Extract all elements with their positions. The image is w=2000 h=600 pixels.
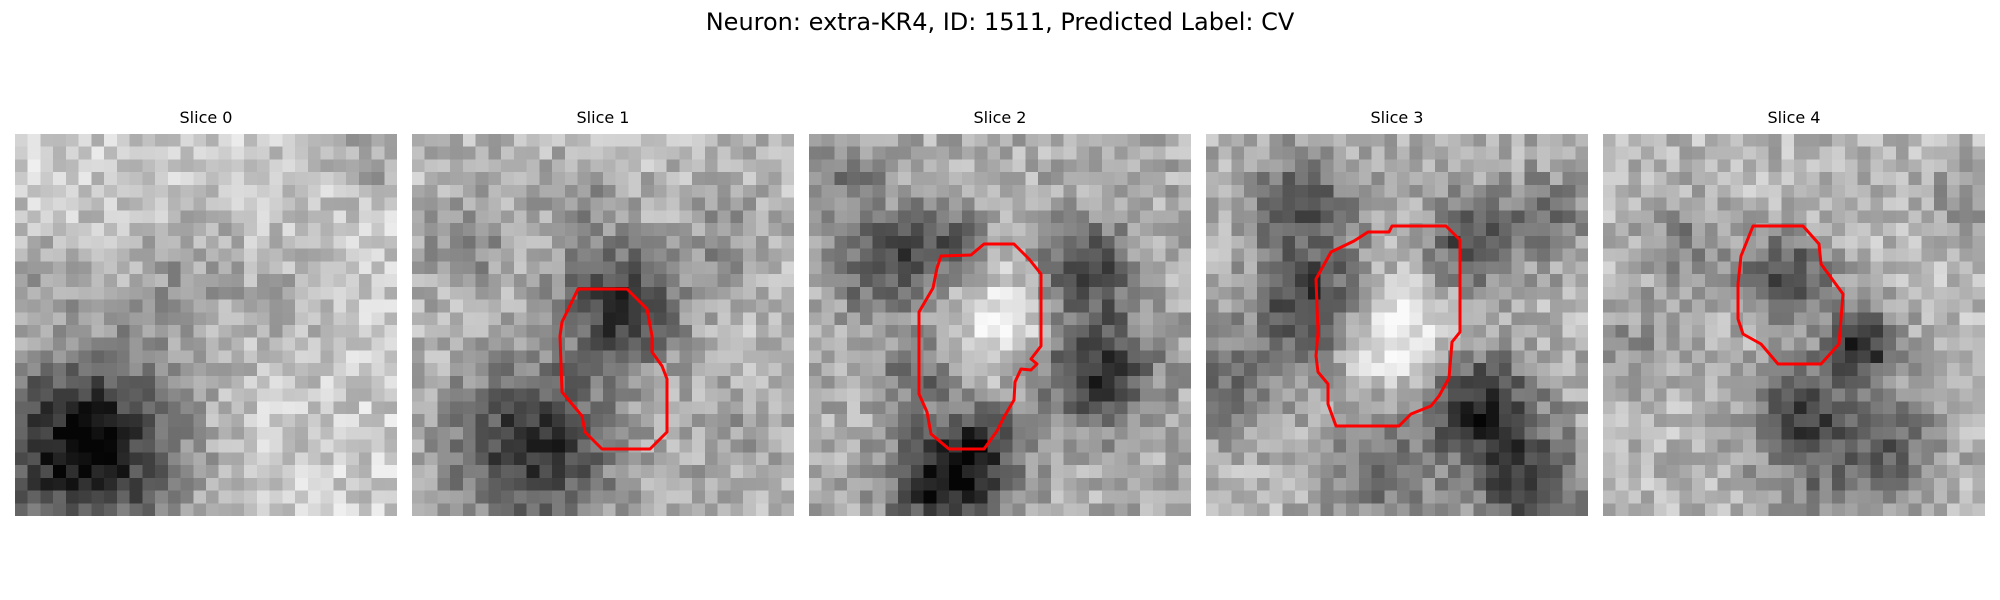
neuron-contour — [558, 287, 669, 451]
segmentation-overlay — [1736, 224, 1845, 366]
slice-panel-4: Slice 4 — [1603, 108, 1985, 516]
microscopy-image — [15, 134, 397, 516]
segmentation-overlay — [1314, 224, 1462, 428]
microscopy-image — [1206, 134, 1588, 516]
slice-panel-1: Slice 1 — [412, 108, 794, 516]
neuron-contour — [1314, 224, 1462, 428]
slice-panel-3: Slice 3 — [1206, 108, 1588, 516]
slice-pixels — [1206, 134, 1588, 516]
microscopy-image — [412, 134, 794, 516]
microscopy-image — [1603, 134, 1985, 516]
segmentation-overlay — [917, 242, 1043, 451]
slice-pixels — [15, 134, 397, 516]
neuron-contour — [1736, 224, 1845, 366]
neuron-contour — [917, 242, 1043, 451]
slice-pixels — [412, 134, 794, 516]
microscopy-image — [809, 134, 1191, 516]
slice-panel-2: Slice 2 — [809, 108, 1191, 516]
slice-title: Slice 3 — [1370, 108, 1424, 127]
slice-pixels — [1603, 134, 1985, 516]
segmentation-overlay — [558, 287, 669, 451]
slice-title: Slice 0 — [179, 108, 233, 127]
slice-title: Slice 2 — [973, 108, 1027, 127]
slice-title: Slice 1 — [576, 108, 630, 127]
slice-panel-0: Slice 0 — [15, 108, 397, 516]
slice-pixels — [809, 134, 1191, 516]
slice-title: Slice 4 — [1767, 108, 1821, 127]
figure-title: Neuron: extra-KR4, ID: 1511, Predicted L… — [705, 8, 1295, 36]
